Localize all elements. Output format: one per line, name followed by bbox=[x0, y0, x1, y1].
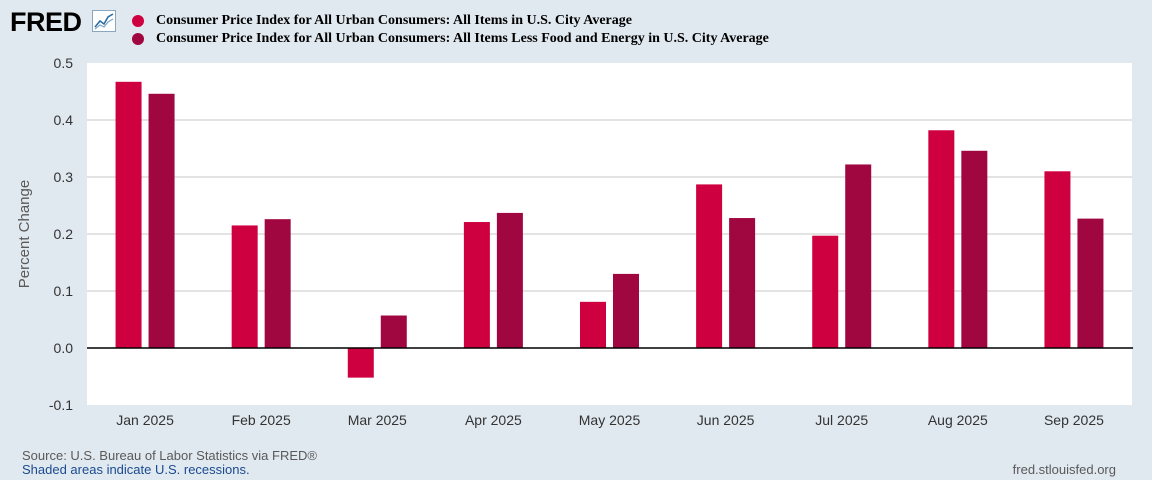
x-axis-ticks: Jan 2025 Feb 2025 Mar 2025 Apr 2025 May 2025… bbox=[116, 412, 1104, 428]
x-tick-label: Mar 2025 bbox=[348, 412, 407, 428]
bar-core-7[interactable] bbox=[961, 150, 988, 348]
bar-all-items-8[interactable] bbox=[1044, 171, 1071, 348]
y-tick-label: -0.1 bbox=[49, 397, 73, 413]
bar-all-items-3[interactable] bbox=[463, 222, 490, 348]
x-tick-label: Sep 2025 bbox=[1044, 412, 1104, 428]
bar-all-items-5[interactable] bbox=[696, 184, 723, 348]
legend-item-cpi-all-items[interactable]: Consumer Price Index for All Urban Consu… bbox=[132, 13, 632, 29]
bar-core-8[interactable] bbox=[1077, 218, 1104, 348]
bar-all-items-7[interactable] bbox=[928, 130, 955, 348]
y-tick-label: 0.5 bbox=[54, 55, 74, 71]
x-tick-label: Jan 2025 bbox=[116, 412, 174, 428]
x-tick-label: Feb 2025 bbox=[232, 412, 291, 428]
y-axis-ticks: 0.5 0.4 0.3 0.2 0.1 0.0 -0.1 bbox=[49, 55, 73, 413]
legend-label: Consumer Price Index for All Urban Consu… bbox=[156, 13, 632, 28]
x-tick-label: Jun 2025 bbox=[697, 412, 755, 428]
bar-all-items-6[interactable] bbox=[812, 235, 839, 348]
x-tick-label: Aug 2025 bbox=[928, 412, 988, 428]
bar-all-items-0[interactable] bbox=[115, 81, 142, 348]
legend-item-cpi-core[interactable]: Consumer Price Index for All Urban Consu… bbox=[132, 31, 769, 47]
y-tick-label: 0.2 bbox=[54, 226, 74, 242]
fred-logo[interactable]: FRED bbox=[10, 7, 82, 37]
bar-core-3[interactable] bbox=[496, 212, 523, 348]
y-tick-label: 0.0 bbox=[54, 340, 74, 356]
bar-all-items-1[interactable] bbox=[231, 225, 258, 348]
bar-chart: 0.5 0.4 0.3 0.2 0.1 0.0 -0.1 Jan 2025 Feb 2025 M… bbox=[16, 55, 1133, 428]
y-tick-label: 0.3 bbox=[54, 169, 74, 185]
bars bbox=[87, 81, 1133, 378]
bar-core-0[interactable] bbox=[148, 93, 175, 348]
legend-label: Consumer Price Index for All Urban Consu… bbox=[156, 31, 769, 46]
bar-all-items-4[interactable] bbox=[580, 301, 606, 348]
gridlines bbox=[87, 119, 1132, 292]
legend-marker-icon bbox=[132, 33, 144, 45]
x-tick-label: Apr 2025 bbox=[465, 412, 522, 428]
y-axis-label: Percent Change bbox=[16, 180, 33, 288]
bar-core-2[interactable] bbox=[380, 315, 407, 348]
bar-core-4[interactable] bbox=[613, 273, 639, 348]
chart-trend-icon bbox=[92, 10, 116, 32]
y-tick-label: 0.4 bbox=[54, 112, 74, 128]
bar-all-items-2[interactable] bbox=[347, 348, 374, 378]
legend-marker-icon bbox=[132, 15, 144, 27]
fred-url-link[interactable]: fred.stlouisfed.org bbox=[1012, 462, 1116, 477]
x-tick-label: May 2025 bbox=[579, 412, 641, 428]
bar-core-1[interactable] bbox=[264, 219, 291, 348]
y-tick-label: 0.1 bbox=[54, 283, 74, 299]
source-note: Source: U.S. Bureau of Labor Statistics … bbox=[22, 448, 317, 463]
bar-core-6[interactable] bbox=[845, 164, 872, 348]
x-tick-label: Jul 2025 bbox=[815, 412, 868, 428]
recession-note-link[interactable]: Shaded areas indicate U.S. recessions. bbox=[22, 462, 250, 477]
bar-core-5[interactable] bbox=[729, 218, 756, 348]
